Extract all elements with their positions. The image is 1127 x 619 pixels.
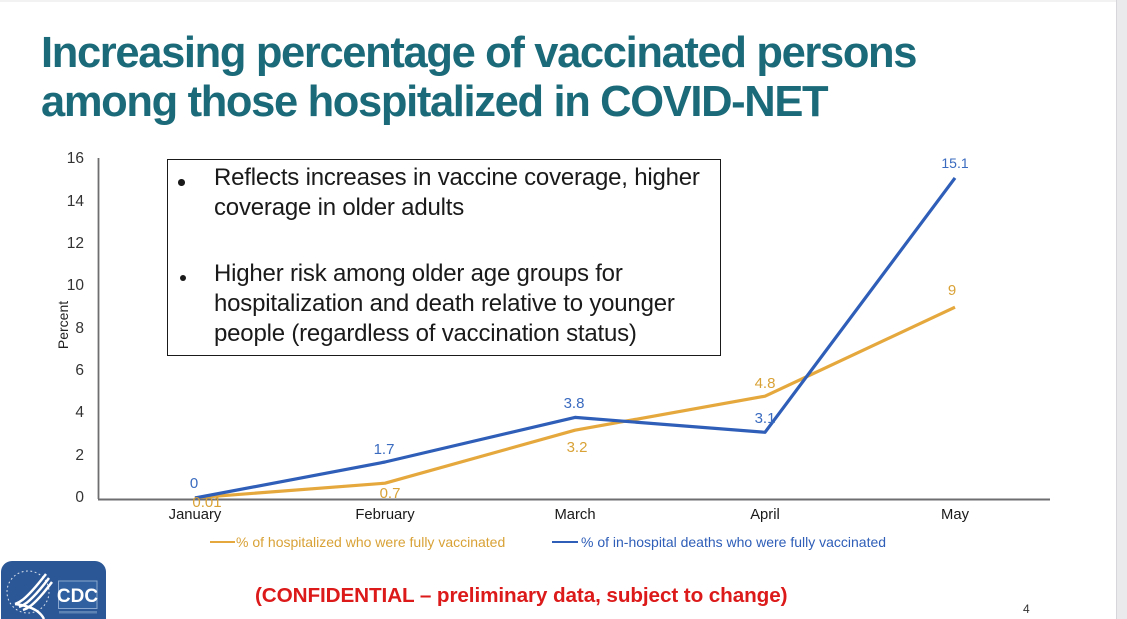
svg-text:CDC: CDC [57,586,98,607]
